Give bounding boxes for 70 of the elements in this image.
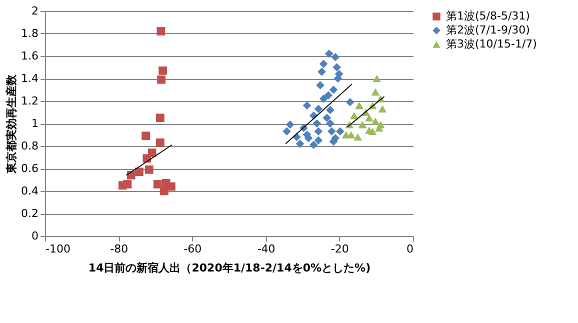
point — [324, 50, 334, 58]
point — [378, 105, 387, 112]
point — [332, 63, 342, 72]
point — [324, 91, 333, 100]
point — [126, 171, 136, 180]
point — [326, 106, 334, 114]
point — [167, 182, 176, 191]
y-tick-label: 1.6 — [21, 50, 38, 62]
point — [365, 114, 374, 122]
x-tick-label: 0 — [406, 242, 414, 256]
point — [358, 121, 367, 128]
point — [322, 114, 332, 122]
point — [156, 27, 166, 36]
y-tick-label: 1.8 — [21, 27, 38, 40]
point — [135, 168, 144, 176]
point — [372, 74, 382, 82]
point — [329, 86, 338, 94]
point — [319, 60, 328, 68]
y-tick-label: 0.6 — [21, 162, 38, 175]
y-tick-label: 0.4 — [21, 184, 38, 198]
x-tick-label: -20 — [330, 242, 349, 256]
point — [368, 128, 377, 135]
point — [144, 165, 154, 174]
point — [354, 133, 362, 141]
legend-label: 第3波(10/15-1/7) — [446, 38, 537, 50]
point — [355, 102, 364, 110]
point — [371, 118, 380, 125]
point — [160, 186, 168, 196]
point — [350, 112, 358, 120]
legend-label: 第1波(5/8-5/31) — [446, 10, 530, 22]
y-axis-title: 東京都実効再生産数 — [5, 74, 18, 174]
x-axis-title: 14日前の新宿人出（2020年1/18-2/14を0%とした%) — [88, 262, 371, 274]
point — [282, 127, 291, 136]
point — [142, 132, 150, 140]
point — [314, 136, 323, 145]
point — [286, 120, 294, 129]
point — [314, 127, 323, 136]
point — [316, 81, 324, 90]
point — [336, 127, 344, 136]
point — [318, 68, 326, 76]
point — [326, 119, 334, 128]
point — [158, 66, 167, 75]
y-tick-label: 1.4 — [21, 72, 38, 85]
y-tick-label: 1 — [32, 117, 38, 130]
point — [327, 127, 336, 136]
point — [319, 94, 328, 103]
point — [153, 180, 162, 188]
y-tick-label: 2 — [32, 4, 38, 18]
y-tick-label: 0 — [32, 230, 38, 242]
x-tick-label: -80 — [110, 242, 128, 256]
y-tick-label: 1.2 — [21, 94, 38, 108]
y-tick-label: 0.8 — [21, 140, 38, 152]
point — [312, 119, 322, 128]
point — [371, 88, 380, 96]
point — [309, 140, 318, 150]
point — [331, 52, 340, 62]
point — [346, 98, 354, 106]
point — [156, 138, 164, 147]
point — [118, 181, 127, 190]
y-tick-label: 0.2 — [21, 207, 38, 220]
x-tick-label: -40 — [257, 242, 276, 256]
x-tick-label: -100 — [46, 242, 70, 256]
legend-label: 第2波(7/1-9/30) — [446, 24, 530, 36]
point — [302, 101, 312, 110]
point — [156, 114, 164, 122]
x-tick-label: -60 — [184, 242, 202, 256]
point — [296, 140, 304, 148]
point — [157, 75, 166, 84]
point — [314, 104, 323, 114]
point — [342, 131, 350, 138]
